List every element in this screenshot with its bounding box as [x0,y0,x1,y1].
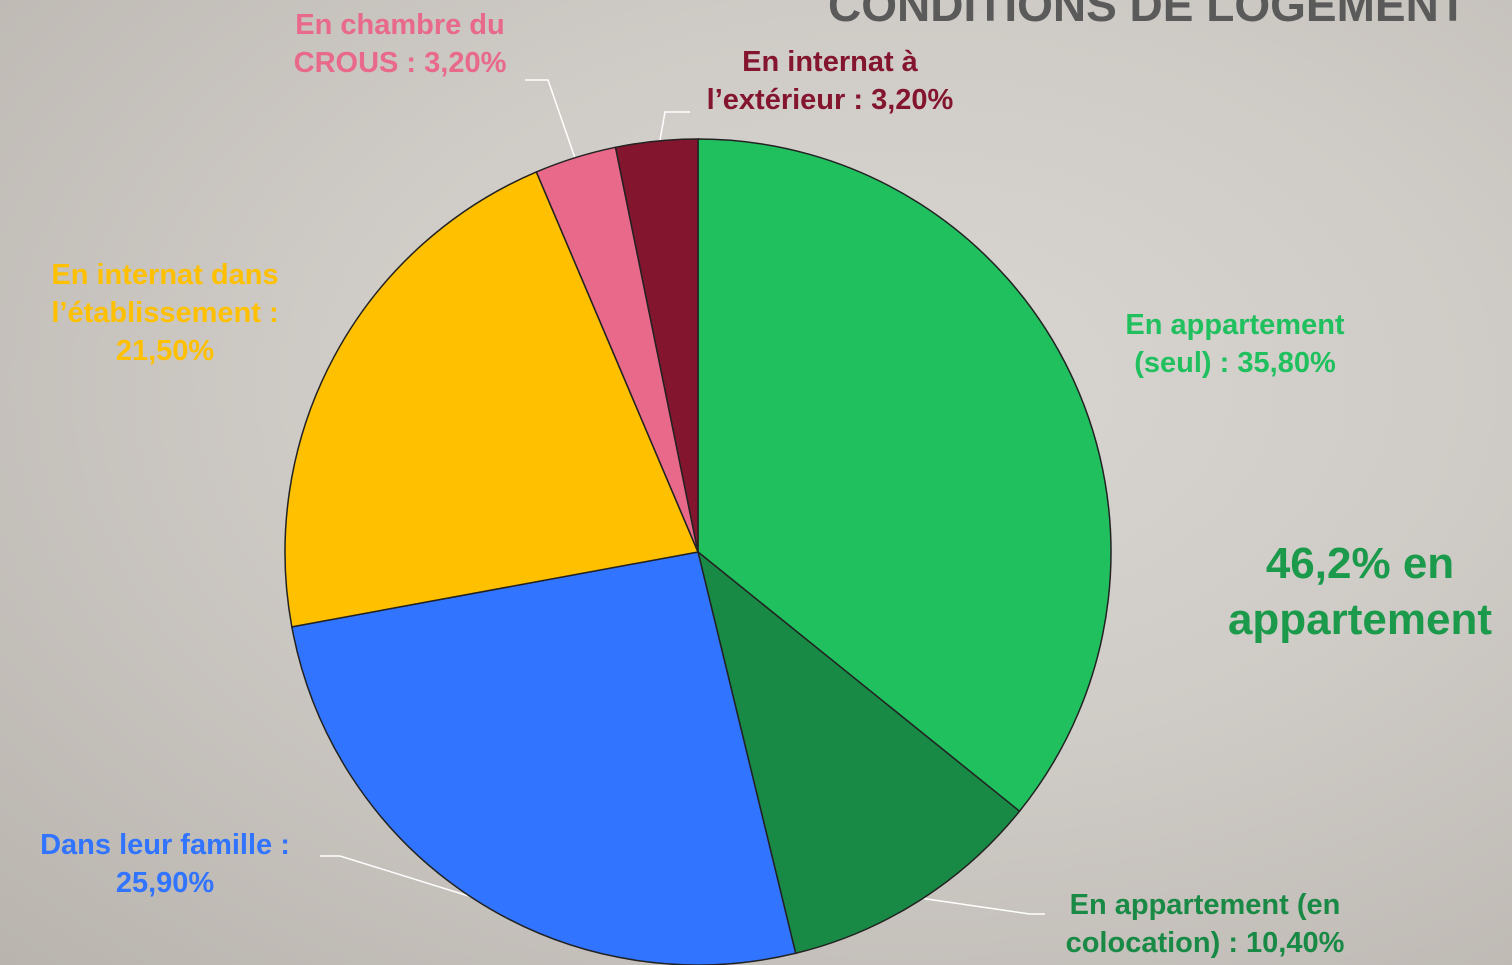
slice-name: Dans leur famille : [40,829,290,861]
leader-line [659,111,690,141]
slice-value: 35,80% [1237,347,1336,379]
annotation: 46,2% en appartement [1227,539,1493,644]
leader-line [919,897,1045,915]
slice-value: 25,90% [115,867,215,899]
pie-slice [696,550,1021,955]
slice-label: Dans leur famille : 25,90% [0,826,330,902]
title: CONDITIONS DE LOGEMENT [828,0,1467,31]
slice-value: 10,40% [1246,927,1345,959]
slice-label: En chambre du CROUS : 3,20% [265,6,535,82]
leader-line [320,855,476,899]
slice-name: En appartement (seul) : [1125,309,1345,379]
slice-value: 3,20% [424,47,507,79]
slice-name: En appartement (en colocation) : [1065,889,1341,959]
slice-name: En internat dans l’établissement : [51,259,279,329]
slice-label: En internat dans l’établissement : 21,50… [15,256,315,370]
slice-value: 21,50% [115,335,215,367]
pie-slice [284,170,700,628]
leader-lines [320,79,1045,915]
slice-label: En internat à l’extérieur : 3,20% [670,43,990,119]
pie-slice [697,138,1112,813]
slice-label: En appartement (en colocation) : 10,40% [1025,886,1385,962]
pie-slice [614,138,699,553]
slice-value: 3,20% [871,84,954,116]
slice-label: En appartement (seul) : 35,80% [1085,306,1385,382]
slice-name: En chambre du CROUS : [293,9,505,79]
slice-name: En internat à l’extérieur : [706,46,918,116]
leader-line [525,79,576,159]
